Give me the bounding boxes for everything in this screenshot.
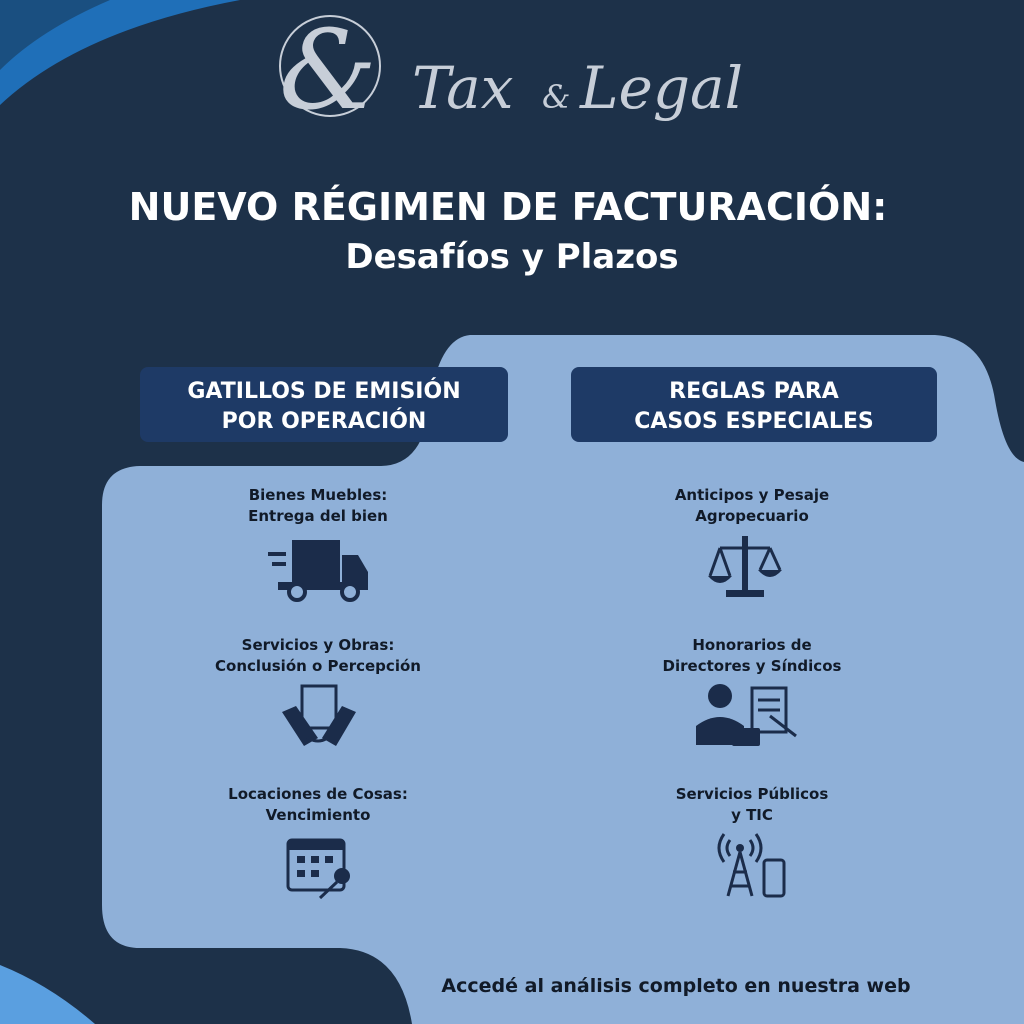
icon-handshake <box>282 684 356 746</box>
panel <box>102 335 1024 1024</box>
icon-calendar <box>286 838 350 900</box>
item-label: Conclusión o Percepción <box>215 657 421 675</box>
swoosh <box>0 0 240 105</box>
column-header: CASOS ESPECIALES <box>634 409 874 434</box>
item-label: Directores y Síndicos <box>663 657 842 675</box>
corner-accent <box>0 965 95 1024</box>
item-label: y TIC <box>731 806 773 824</box>
icon-director <box>696 684 797 746</box>
logo-monogram: & <box>279 6 377 134</box>
footer: Accedé al análisis completo en nuestra w… <box>441 975 910 997</box>
item-label: Honorarios de <box>692 636 811 654</box>
logo-amp: & <box>542 78 570 116</box>
column-header: REGLAS PARA <box>669 379 839 404</box>
item-label: Servicios Públicos <box>676 785 829 803</box>
column-header-box <box>571 367 937 442</box>
column-header: POR OPERACIÓN <box>222 408 427 434</box>
item-label: Agropecuario <box>695 507 809 525</box>
item-label: Locaciones de Cosas: <box>228 785 408 803</box>
item-label: Bienes Muebles: <box>249 486 388 504</box>
swoosh-dark <box>0 0 110 70</box>
item-label: Servicios y Obras: <box>242 636 395 654</box>
title: NUEVO RÉGIMEN DE FACTURACIÓN: <box>129 185 888 229</box>
icon-antenna <box>717 833 786 898</box>
icon-truck <box>268 540 368 602</box>
logo-ring <box>279 15 381 117</box>
logo-brand: Legal <box>579 54 743 122</box>
icon-scale <box>708 536 782 597</box>
column-header-box <box>140 367 508 442</box>
item-label: Anticipos y Pesaje <box>675 486 829 504</box>
item-label: Entrega del bien <box>248 507 388 525</box>
subtitle: Desafíos y Plazos <box>345 237 678 277</box>
item-label: Vencimiento <box>266 806 371 824</box>
column-header: GATILLOS DE EMISIÓN <box>187 378 460 404</box>
logo-brand: Tax <box>412 54 513 122</box>
